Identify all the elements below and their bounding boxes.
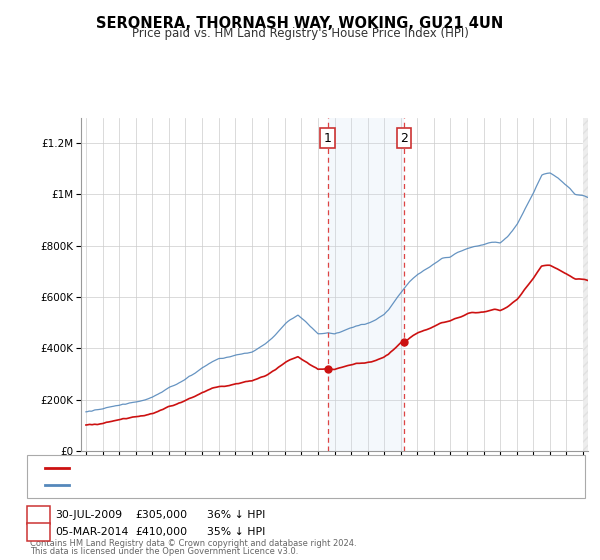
- Text: 1: 1: [323, 132, 331, 144]
- Text: £305,000: £305,000: [135, 510, 187, 520]
- Text: Price paid vs. HM Land Registry's House Price Index (HPI): Price paid vs. HM Land Registry's House …: [131, 27, 469, 40]
- Text: 35% ↓ HPI: 35% ↓ HPI: [207, 527, 265, 537]
- Text: HPI: Average price, detached house, Woking: HPI: Average price, detached house, Woki…: [75, 480, 296, 490]
- Text: This data is licensed under the Open Government Licence v3.0.: This data is licensed under the Open Gov…: [30, 547, 298, 556]
- Text: 1: 1: [35, 508, 42, 521]
- Bar: [583, 118, 588, 451]
- Bar: [583, 118, 588, 451]
- Text: 2: 2: [400, 132, 407, 144]
- Text: 05-MAR-2014: 05-MAR-2014: [55, 527, 128, 537]
- Text: Contains HM Land Registry data © Crown copyright and database right 2024.: Contains HM Land Registry data © Crown c…: [30, 539, 356, 548]
- Text: 2: 2: [35, 525, 42, 539]
- Bar: [328, 118, 404, 451]
- Text: SERONERA, THORNASH WAY, WOKING, GU21 4UN: SERONERA, THORNASH WAY, WOKING, GU21 4UN: [97, 16, 503, 31]
- Text: £410,000: £410,000: [135, 527, 187, 537]
- Text: 36% ↓ HPI: 36% ↓ HPI: [207, 510, 265, 520]
- Text: SERONERA, THORNASH WAY, WOKING, GU21 4UN (detached house): SERONERA, THORNASH WAY, WOKING, GU21 4UN…: [75, 463, 414, 473]
- Text: 30-JUL-2009: 30-JUL-2009: [55, 510, 122, 520]
